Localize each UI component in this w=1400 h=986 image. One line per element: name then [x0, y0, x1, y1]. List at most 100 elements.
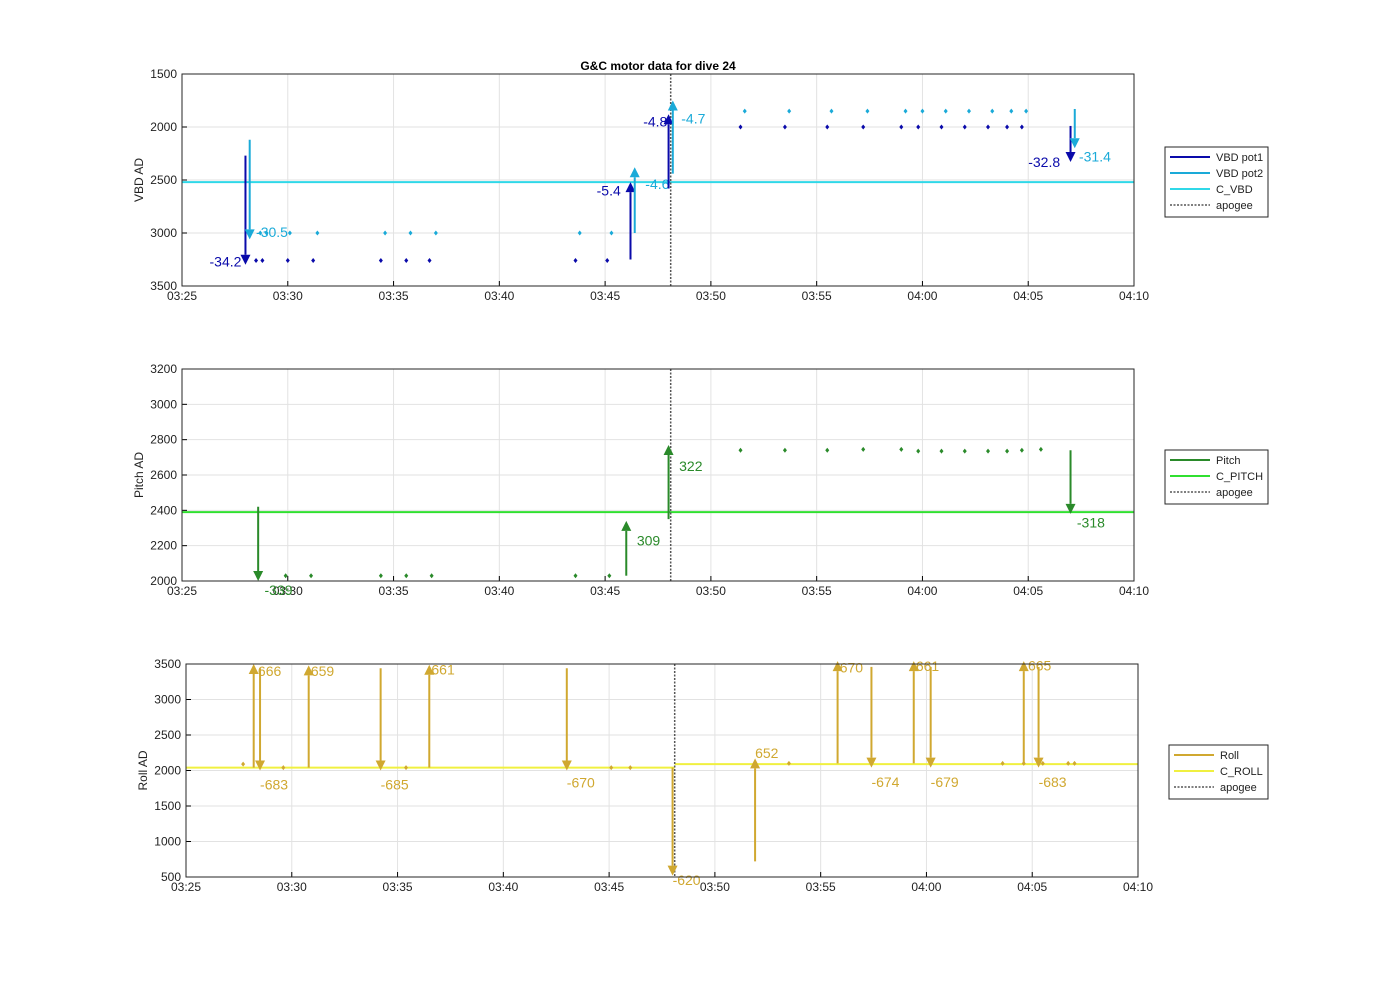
arrow-label: -5.4 — [597, 183, 621, 199]
arrow-head — [303, 665, 314, 676]
arrow-label: -4.6 — [645, 176, 669, 192]
data-point — [825, 124, 830, 130]
x-tick-label: 03:25 — [171, 880, 201, 894]
data-point — [1000, 760, 1005, 766]
data-point — [986, 448, 991, 454]
arrow-head — [255, 760, 266, 771]
arrow-head — [908, 661, 919, 672]
data-point — [916, 124, 921, 130]
x-tick-label: 03:55 — [802, 584, 832, 598]
legend-label: apogee — [1216, 487, 1253, 499]
data-point — [920, 108, 925, 114]
y-tick-label: 3200 — [150, 362, 177, 376]
arrow-head — [1033, 757, 1044, 768]
arrow-head — [866, 757, 877, 768]
data-point — [1040, 760, 1045, 766]
data-point — [427, 258, 432, 264]
x-tick-label: 03:40 — [484, 584, 514, 598]
data-point — [607, 573, 612, 579]
arrow-head — [667, 100, 678, 111]
arrow-label: -683 — [260, 777, 288, 793]
data-point — [404, 258, 409, 264]
data-point — [966, 108, 971, 114]
legend-label: C_PITCH — [1216, 471, 1263, 483]
arrow-head — [248, 664, 259, 674]
x-tick-label: 03:30 — [277, 880, 307, 894]
arrow-head — [667, 865, 678, 876]
arrow-label: 322 — [679, 458, 703, 474]
arrow-label: -34.2 — [210, 254, 242, 270]
arrow-label: 670 — [840, 660, 864, 676]
x-tick-label: 04:10 — [1119, 584, 1149, 598]
legend-label: Pitch — [1216, 455, 1240, 467]
arrow-head — [1018, 661, 1029, 672]
x-tick-label: 03:50 — [700, 880, 730, 894]
panel-3: 03:25 03:30 03:35 03:40 03:45 03:50 03:55 04:00… — [136, 657, 1269, 894]
arrow-head — [832, 661, 843, 672]
y-tick-label: 2000 — [154, 764, 181, 778]
y-tick-label: 3500 — [154, 657, 181, 671]
arrow-label: -670 — [567, 775, 595, 791]
data-point — [939, 124, 944, 130]
arrow-label: -32.8 — [1028, 154, 1060, 170]
legend-label: VBD pot2 — [1216, 168, 1263, 180]
data-point — [404, 573, 409, 579]
data-point — [1038, 446, 1043, 452]
x-tick-label: 03:35 — [379, 584, 409, 598]
panel-1: 03:25 03:30 03:35 03:40 03:45 03:50 03:55 04:00… — [132, 67, 1269, 303]
legend-label: C_VBD — [1216, 184, 1253, 196]
data-point — [258, 230, 263, 236]
arrow-head — [750, 758, 761, 769]
x-tick-label: 04:00 — [907, 584, 937, 598]
arrow-head — [1065, 151, 1076, 162]
arrow-label: -679 — [931, 774, 959, 790]
data-point — [433, 230, 438, 236]
x-tick-label: 03:40 — [488, 880, 518, 894]
data-point — [787, 108, 792, 114]
arrow-label: -685 — [381, 777, 409, 793]
y-tick-label: 1500 — [154, 799, 181, 813]
data-point — [738, 447, 743, 453]
data-point — [738, 124, 743, 130]
data-point — [383, 230, 388, 236]
data-point — [260, 258, 265, 264]
arrow-label: -31.4 — [1079, 149, 1111, 165]
data-point — [962, 448, 967, 454]
data-point — [609, 765, 614, 771]
data-point — [1009, 108, 1014, 114]
x-tick-label: 04:10 — [1119, 289, 1149, 303]
data-point — [573, 258, 578, 264]
arrow-label: -318 — [1077, 515, 1105, 531]
axes-box — [185, 663, 1139, 878]
figure-title: G&C motor data for dive 24 — [580, 59, 736, 73]
data-point — [254, 258, 259, 264]
x-tick-label: 04:10 — [1123, 880, 1153, 894]
arrow-label: -4.8 — [643, 114, 667, 130]
data-point — [429, 573, 434, 579]
data-point — [962, 124, 967, 130]
data-point — [865, 108, 870, 114]
data-point — [782, 124, 787, 130]
y-tick-label: 2800 — [150, 433, 177, 447]
arrow-head — [253, 571, 264, 581]
legend-label: Roll — [1220, 750, 1239, 762]
data-point — [899, 124, 904, 130]
arrow-label: 309 — [637, 532, 661, 548]
x-tick-label: 03:45 — [590, 289, 620, 303]
data-point — [986, 124, 991, 130]
legend-label: apogee — [1220, 782, 1257, 794]
y-tick-label: 2400 — [150, 503, 177, 517]
arrow-label: -339 — [265, 582, 293, 598]
data-point — [628, 765, 633, 771]
data-point — [990, 108, 995, 114]
data-point — [264, 230, 269, 236]
arrow-head — [621, 520, 632, 531]
x-tick-label: 04:05 — [1013, 584, 1043, 598]
data-point — [283, 573, 288, 579]
x-tick-label: 04:05 — [1017, 880, 1047, 894]
y-tick-label: 2500 — [154, 728, 181, 742]
arrow-label: 661 — [431, 662, 455, 678]
data-point — [605, 258, 610, 264]
